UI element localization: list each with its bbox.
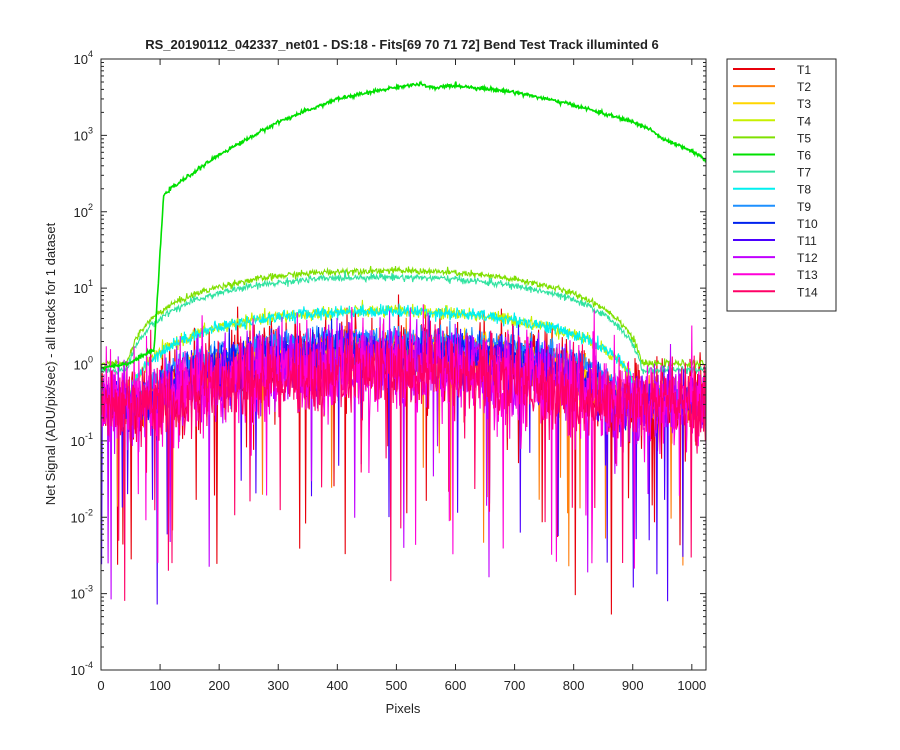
x-axis-label: Pixels xyxy=(386,701,421,716)
legend-label: T6 xyxy=(797,149,811,163)
x-tick-label: 100 xyxy=(149,678,171,693)
legend-item: T10 xyxy=(733,217,818,231)
series-line-T7 xyxy=(101,270,706,376)
y-axis-label: Net Signal (ADU/pix/sec) - all tracks fo… xyxy=(43,222,58,505)
legend-label: T14 xyxy=(797,285,818,299)
legend-item: T2 xyxy=(733,80,811,94)
legend-label: T2 xyxy=(797,80,811,94)
y-tick-label: 10-4 xyxy=(71,660,93,678)
y-tick-label: 101 xyxy=(74,278,93,296)
legend-item: T9 xyxy=(733,200,811,214)
legend-label: T4 xyxy=(797,114,811,128)
plot-lines xyxy=(101,80,706,615)
legend-label: T8 xyxy=(797,183,811,197)
chart-title: RS_20190112_042337_net01 - DS:18 - Fits[… xyxy=(145,37,659,52)
x-tick-label: 300 xyxy=(267,678,289,693)
series-line-T5 xyxy=(101,265,706,369)
y-tick-label: 10-2 xyxy=(71,507,93,525)
legend-label: T5 xyxy=(797,131,811,145)
y-tick-label: 10-3 xyxy=(71,584,93,602)
legend-item: T4 xyxy=(733,114,811,128)
x-tick-label: 1000 xyxy=(677,678,706,693)
legend-item: T11 xyxy=(733,234,817,248)
legend-item: T14 xyxy=(733,285,818,299)
legend-label: T13 xyxy=(797,268,818,282)
legend-label: T9 xyxy=(797,200,811,214)
y-tick-label: 102 xyxy=(74,202,93,220)
legend: T1 T2 T3 T4 T5 T6 T7 T8 T9 T10 T11 T12 T13 T14 xyxy=(726,58,837,312)
y-tick-label: 10-1 xyxy=(71,431,93,449)
x-tick-label: 700 xyxy=(504,678,526,693)
legend-box xyxy=(726,58,837,312)
legend-item: T8 xyxy=(733,183,811,197)
x-tick-label: 900 xyxy=(622,678,644,693)
x-tick-label: 600 xyxy=(445,678,467,693)
y-tick-label: 103 xyxy=(74,125,93,143)
legend-label: T12 xyxy=(797,251,818,265)
x-tick-label: 400 xyxy=(326,678,348,693)
legend-item: T7 xyxy=(733,166,811,180)
legend-item: T1 xyxy=(733,63,811,77)
y-tick-label: 100 xyxy=(74,355,93,373)
x-axis: 0 100 200 300 400 500 600 700 800 900 1000 xyxy=(97,59,706,693)
legend-item: T5 xyxy=(733,131,811,145)
legend-label: T1 xyxy=(797,63,811,77)
series-line-T6 xyxy=(101,80,706,372)
legend-label: T11 xyxy=(797,234,817,248)
legend-item: T6 xyxy=(733,149,811,163)
series-line-T14 xyxy=(101,320,706,601)
legend-label: T7 xyxy=(797,166,811,180)
x-tick-label: 800 xyxy=(563,678,585,693)
y-axis: 10-4 10-3 10-2 10-1 100 101 102 103 104 xyxy=(71,49,706,678)
x-tick-label: 0 xyxy=(97,678,104,693)
y-tick-label: 104 xyxy=(74,49,93,67)
legend-item: T3 xyxy=(733,97,811,111)
legend-item: T12 xyxy=(733,251,818,265)
x-tick-label: 200 xyxy=(208,678,230,693)
legend-label: T10 xyxy=(797,217,818,231)
legend-label: T3 xyxy=(797,97,811,111)
x-tick-label: 500 xyxy=(386,678,408,693)
legend-item: T13 xyxy=(733,268,818,282)
